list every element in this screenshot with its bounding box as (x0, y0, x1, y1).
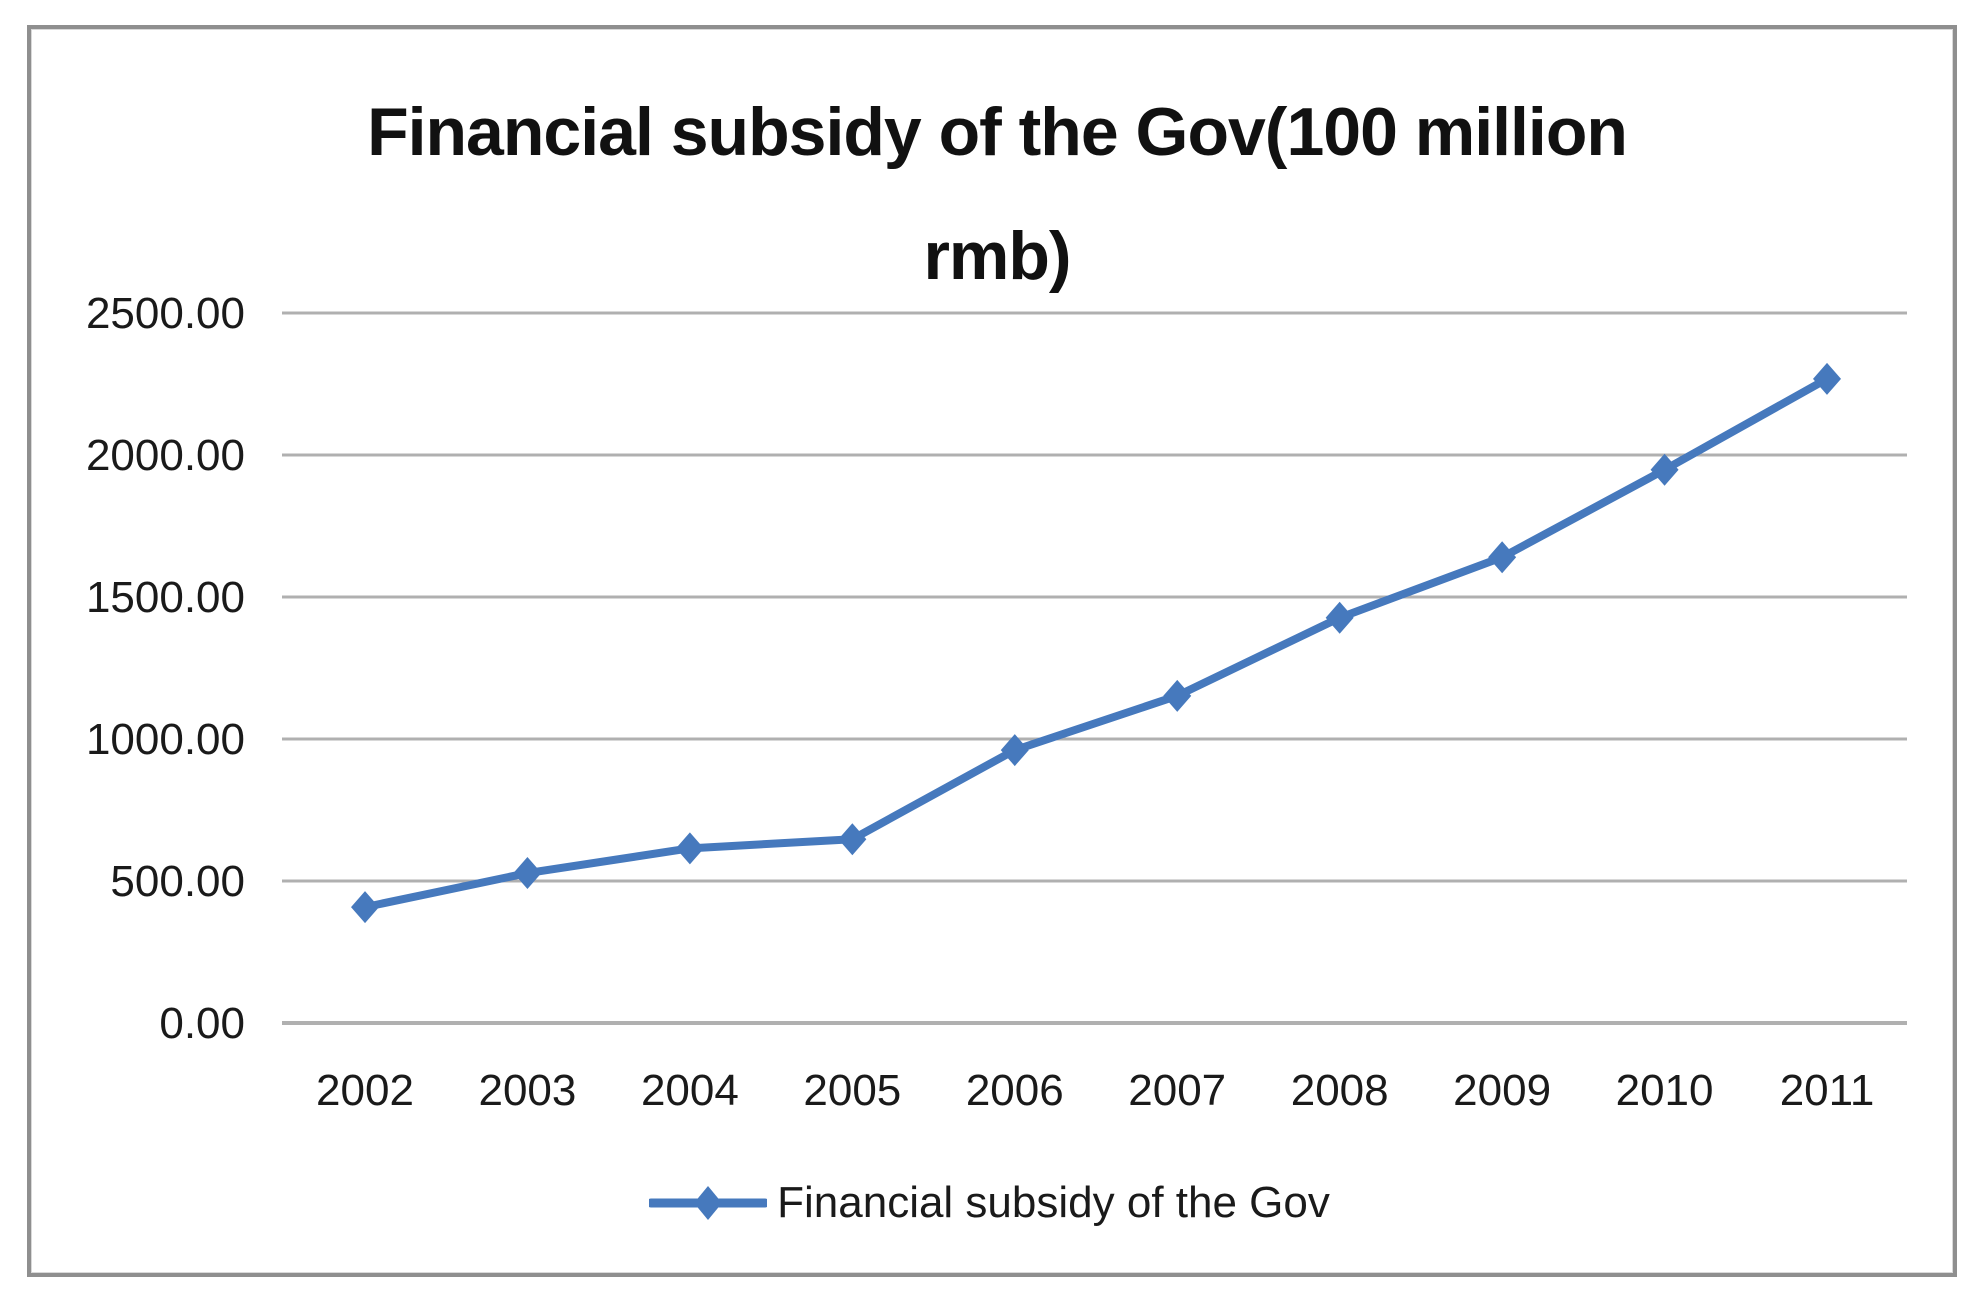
data-point-marker (513, 857, 542, 890)
chart-title-line-2: rmb) (923, 218, 1071, 294)
y-tick-label: 2500.00 (86, 289, 245, 338)
y-tick-label: 0.00 (159, 999, 245, 1048)
x-tick-label: 2009 (1453, 1066, 1551, 1115)
y-tick-label: 1000.00 (86, 715, 245, 764)
chart-title-line-1: Financial subsidy of the Gov(100 million (367, 94, 1628, 170)
data-point-marker (1813, 362, 1841, 395)
x-tick-label: 2008 (1291, 1066, 1389, 1115)
y-tick-label: 1500.00 (86, 573, 245, 622)
x-tick-label: 2006 (966, 1066, 1064, 1115)
legend-label: Financial subsidy of the Gov (777, 1178, 1330, 1227)
data-point-marker (1650, 453, 1679, 486)
legend-marker-icon (649, 1186, 768, 1220)
chart-frame (27, 25, 1957, 1277)
x-tick-label: 2011 (1780, 1066, 1875, 1115)
series-line (361, 374, 1831, 912)
data-point-marker (1325, 601, 1354, 634)
legend: Financial subsidy of the Gov (0, 1178, 1979, 1228)
data-point-marker (1488, 541, 1517, 574)
data-point-marker (1000, 734, 1029, 767)
data-point-marker (351, 891, 379, 924)
x-tick-label: 2002 (316, 1066, 414, 1115)
chart-title: Financial subsidy of the Gov(100 million… (297, 70, 1697, 318)
y-tick-label: 500.00 (110, 857, 245, 906)
x-tick-label: 2010 (1616, 1066, 1714, 1115)
data-point-marker (675, 832, 704, 865)
data-point-marker (1163, 679, 1192, 712)
x-tick-label: 2004 (641, 1066, 739, 1115)
x-tick-label: 2003 (478, 1066, 576, 1115)
x-tick-label: 2005 (803, 1066, 901, 1115)
y-tick-label: 2000.00 (86, 431, 245, 480)
data-point-marker (838, 823, 867, 856)
x-tick-label: 2007 (1128, 1066, 1226, 1115)
